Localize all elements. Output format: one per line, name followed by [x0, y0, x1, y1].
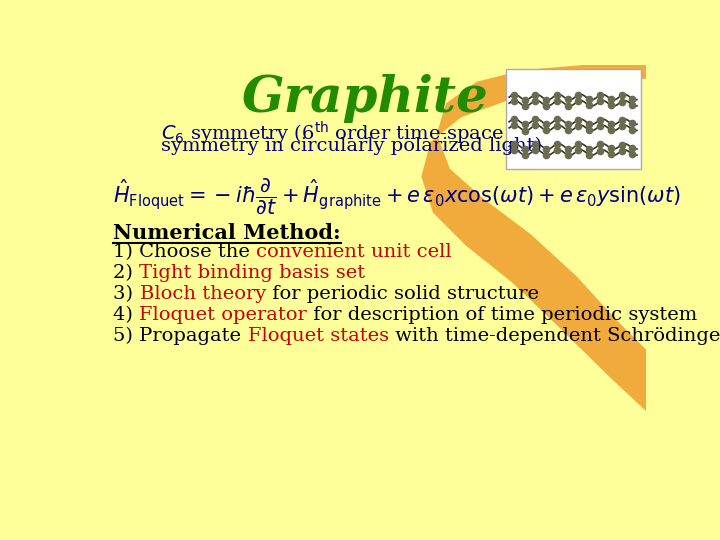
Text: Numerical Method:: Numerical Method:	[113, 222, 341, 242]
Text: 1) Choose the: 1) Choose the	[113, 244, 256, 261]
Polygon shape	[421, 65, 647, 411]
Text: $\hat{H}_{\mathrm{Floquet}} = -i\hbar\dfrac{\partial}{\partial t} + \hat{H}_{\ma: $\hat{H}_{\mathrm{Floquet}} = -i\hbar\df…	[113, 177, 681, 217]
Text: $C_6$ symmetry (6$^{\mathrm{th}}$ order time-space: $C_6$ symmetry (6$^{\mathrm{th}}$ order …	[161, 120, 504, 147]
Bar	[506, 69, 641, 168]
Text: 4): 4)	[113, 306, 140, 324]
Text: with time-dependent Schrödinger equation.: with time-dependent Schrödinger equation…	[389, 327, 720, 345]
Text: for description of time periodic system: for description of time periodic system	[307, 306, 698, 324]
Text: convenient unit cell: convenient unit cell	[256, 244, 452, 261]
Text: Floquet operator: Floquet operator	[140, 306, 307, 324]
Text: 3): 3)	[113, 285, 140, 303]
Text: 2): 2)	[113, 264, 140, 282]
Text: Tight binding basis set: Tight binding basis set	[140, 264, 366, 282]
Text: Bloch theory: Bloch theory	[140, 285, 266, 303]
Text: 5) Propagate: 5) Propagate	[113, 327, 248, 345]
Text: Graphite: Graphite	[242, 74, 489, 123]
Text: for periodic solid structure: for periodic solid structure	[266, 285, 539, 303]
Text: Floquet states: Floquet states	[248, 327, 389, 345]
Text: symmetry in circularly polarized light): symmetry in circularly polarized light)	[161, 137, 542, 156]
